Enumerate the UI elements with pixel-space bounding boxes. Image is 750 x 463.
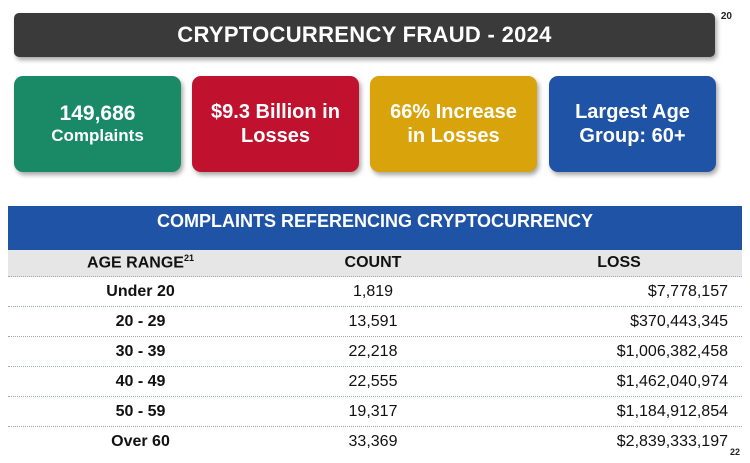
stat-card-label: Group: 60+: [579, 125, 686, 147]
table-row: 30 - 39 22,218 $1,006,382,458: [8, 337, 742, 367]
cell-age: 20 - 29: [115, 312, 166, 330]
cell-age: 50 - 59: [115, 402, 166, 420]
stat-card-value: $9.3 Billion in: [211, 101, 340, 123]
table-title: COMPLAINTS REFERENCING CRYPTOCURRENCY: [8, 206, 742, 250]
complaints-table: COMPLAINTS REFERENCING CRYPTOCURRENCY AG…: [8, 206, 742, 456]
stat-card-value: 66% Increase: [390, 101, 517, 123]
cell-loss: $2,839,333,197: [616, 432, 728, 450]
cell-age: Under 20: [106, 282, 175, 300]
cell-age: 40 - 49: [115, 372, 166, 390]
stat-card-complaints: 149,686 Complaints: [14, 76, 181, 172]
table-row: Under 20 1,819 $7,778,157: [8, 277, 742, 307]
footnote-marker: 21: [183, 253, 194, 264]
page-number-top: 20: [720, 11, 732, 22]
cell-count: 22,218: [348, 342, 398, 360]
page-number-bottom: 22: [729, 447, 740, 457]
stat-card-value: Largest Age: [575, 101, 690, 123]
table-row: Over 60 33,369 $2,839,333,197: [8, 427, 742, 456]
stat-card-label: in Losses: [407, 125, 500, 147]
table-body: Under 20 1,819 $7,778,157 20 - 29 13,591…: [8, 277, 742, 456]
cell-loss: $370,443,345: [630, 312, 728, 330]
header-age-range: AGE RANGE21: [87, 253, 194, 272]
cell-loss: $1,006,382,458: [616, 342, 728, 360]
page-title: CRYPTOCURRENCY FRAUD - 2024: [14, 13, 715, 57]
table-row: 20 - 29 13,591 $370,443,345: [8, 307, 742, 337]
stat-card-age-group: Largest Age Group: 60+: [549, 76, 716, 172]
cell-loss: $1,184,912,854: [616, 402, 728, 420]
cell-count: 13,591: [348, 312, 398, 330]
table-row: 50 - 59 19,317 $1,184,912,854: [8, 397, 742, 427]
cell-age: 30 - 39: [115, 342, 166, 360]
stat-card-increase: 66% Increase in Losses: [370, 76, 537, 172]
cell-loss: $1,462,040,974: [616, 372, 728, 390]
cell-count: 1,819: [352, 282, 394, 300]
cell-age: Over 60: [111, 432, 170, 450]
cell-count: 19,317: [348, 402, 398, 420]
cell-count: 33,369: [348, 432, 398, 450]
table-header-row: AGE RANGE21 COUNT LOSS: [8, 250, 742, 277]
header-count: COUNT: [344, 254, 402, 271]
stat-card-losses: $9.3 Billion in Losses: [192, 76, 359, 172]
table-row: 40 - 49 22,555 $1,462,040,974: [8, 367, 742, 397]
header-loss: LOSS: [597, 254, 641, 271]
stat-card-value: 149,686: [59, 102, 136, 126]
cell-loss: $7,778,157: [647, 282, 728, 300]
stat-card-label: Losses: [241, 125, 310, 147]
stat-card-label: Complaints: [51, 126, 144, 146]
cell-count: 22,555: [348, 372, 398, 390]
